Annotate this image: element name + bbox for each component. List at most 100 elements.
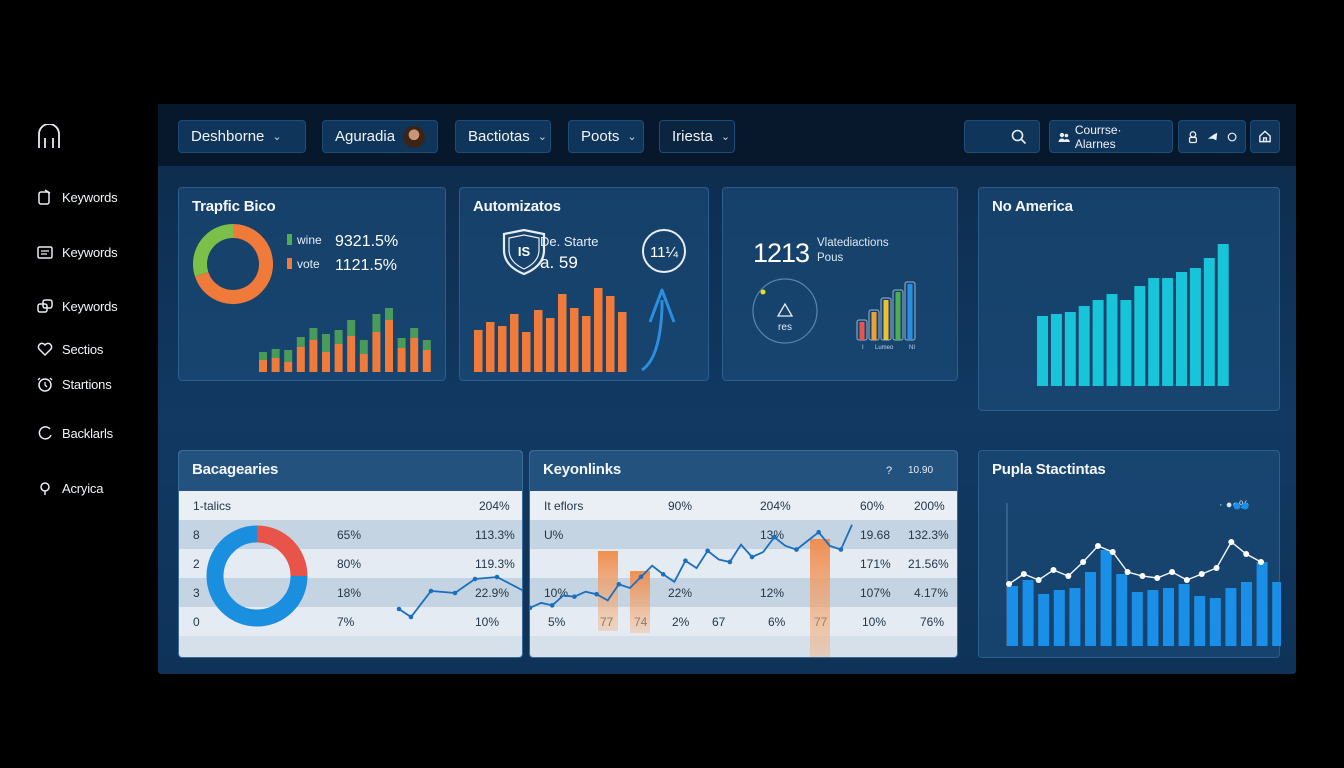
table-cell: 77 (814, 615, 828, 629)
table-cell: 12% (760, 586, 785, 600)
user-menu-button[interactable]: Courrse· Alarnes (1049, 120, 1173, 153)
bar (1147, 590, 1159, 646)
nav-deshborne-dropdown[interactable]: Deshborne ⌄ (178, 120, 306, 153)
north-america-bars (1037, 244, 1229, 386)
table-row[interactable]: 2 80% 119.3% (179, 549, 522, 578)
sidebar-item-label: Backlarls (62, 425, 113, 441)
sidebar-item-keywords-2[interactable]: Keywords (36, 243, 118, 261)
home-icon (1259, 130, 1271, 143)
search-button[interactable] (964, 120, 1040, 153)
table-cell: 22.9% (475, 586, 510, 600)
sidebar-item-label: Keywords (62, 244, 118, 260)
bar (883, 300, 889, 340)
bar-segment (359, 340, 368, 354)
table-cell: 6% (768, 615, 786, 629)
table-row[interactable]: 10% 22% 12% 107% 4.17% (530, 578, 957, 607)
table-row[interactable]: 8 65% 113.3% (179, 520, 522, 549)
point (1050, 567, 1057, 573)
notifications-button[interactable] (1178, 120, 1246, 153)
bar-segment (372, 314, 381, 332)
bar (1256, 562, 1268, 646)
bar (1217, 244, 1229, 386)
sidebar-item-keywords-3[interactable]: Keywords (36, 297, 118, 315)
bar (1022, 580, 1034, 646)
point (1183, 577, 1190, 583)
donut-slice (194, 224, 273, 304)
pin-icon (40, 482, 50, 495)
legend-value: 1121.5% (335, 257, 397, 274)
table-cell: 80% (337, 557, 362, 571)
nav-aguradia-button[interactable]: Aguradia (322, 120, 438, 153)
sidebar-item-label: Keywords (62, 298, 118, 314)
table-cell: 8 (193, 528, 200, 542)
table-cell: 67 (712, 615, 726, 629)
header-cell: 204% (479, 499, 510, 513)
bar-segment (334, 344, 343, 372)
bar (859, 322, 865, 340)
bar-segment (296, 347, 305, 372)
table-cell: 5% (548, 615, 566, 629)
bar (1007, 586, 1018, 646)
status-dot (760, 289, 766, 295)
bar (1225, 588, 1237, 646)
table-cell: 2 (193, 557, 200, 571)
table-cell: 7% (337, 615, 355, 629)
sidebar-item-acryica[interactable]: Acryica (36, 479, 103, 497)
shield-text: IS (518, 244, 531, 259)
bar (558, 294, 567, 372)
table-cell: 3 (193, 586, 200, 600)
chevron-down-icon: ⌄ (272, 131, 282, 143)
bar-segment (284, 362, 293, 372)
table-row[interactable]: 171% 21.56% (530, 549, 957, 578)
trend-arrow (641, 300, 664, 372)
donut-slice (193, 224, 234, 277)
sidebar-item-sectios[interactable]: Sectios (36, 340, 103, 358)
axis-label: I (862, 345, 864, 351)
avatar (403, 125, 425, 148)
table-row[interactable]: 0 7% 10% (179, 607, 522, 636)
point (1080, 559, 1087, 565)
bar (1085, 572, 1096, 646)
nav-label: Poots (581, 128, 620, 145)
progress-ring (642, 229, 686, 273)
bar (1194, 596, 1206, 646)
bar (1050, 314, 1062, 386)
automation-chart: IS De. Starte a. 59 11¼ (474, 228, 686, 372)
bar (522, 332, 531, 372)
table-cell: 74 (634, 615, 648, 629)
automation-bars (474, 288, 627, 372)
traffic-card: Trapfic Bico wine 9321.5% vote 1121.5% (178, 187, 446, 381)
table-row[interactable]: 5% 77 74 2% 67 6% 77 10% 76% (530, 607, 957, 636)
bar (546, 318, 555, 372)
legend-dot (1233, 502, 1241, 510)
bar-segment (322, 352, 330, 372)
nav-poots-dropdown[interactable]: Poots ⌄ (568, 120, 644, 153)
sidebar-item-startions[interactable]: Startions (36, 375, 112, 393)
sidebar: Keywords Keywords Keywords Sectios Start… (0, 0, 158, 768)
nav-bactiotas-dropdown[interactable]: Bactiotas ⌄ (455, 120, 551, 153)
bar (1131, 592, 1143, 646)
table-cell: 0 (193, 615, 200, 629)
traffic-chart: wine 9321.5% vote 1121.5% (193, 224, 431, 372)
stats-mini-bars (856, 281, 916, 341)
home-button[interactable] (1250, 120, 1280, 153)
table-header: It eflors 90% 204% 60% 200% (530, 491, 957, 520)
bar (871, 312, 877, 340)
help-icon[interactable]: ? (886, 465, 893, 477)
table-cell: 171% (860, 557, 891, 571)
point (1035, 577, 1042, 583)
sidebar-item-backlarls[interactable]: Backlarls (36, 424, 113, 442)
sidebar-item-keywords-1[interactable]: Keywords (36, 188, 118, 206)
table-cell: 107% (860, 586, 891, 600)
axis-label: NI (909, 345, 915, 351)
bar (1120, 300, 1132, 386)
automation-card: Automizatos IS De. Starte a. 59 11¼ (459, 187, 709, 381)
table-cell: 2% (672, 615, 690, 629)
table-row[interactable]: U% 13% 19.68 132.3% (530, 520, 957, 549)
nav-iriesta-dropdown[interactable]: Iriesta ⌄ (659, 120, 735, 153)
card-title: No America (992, 198, 1073, 215)
table-cell: U% (544, 528, 564, 542)
stats-chart: 1213 Vlatediactions Pous res I Lumeo NI (752, 237, 916, 351)
table-row[interactable]: 3 18% 22.9% (179, 578, 522, 607)
bar-segment (347, 336, 356, 372)
